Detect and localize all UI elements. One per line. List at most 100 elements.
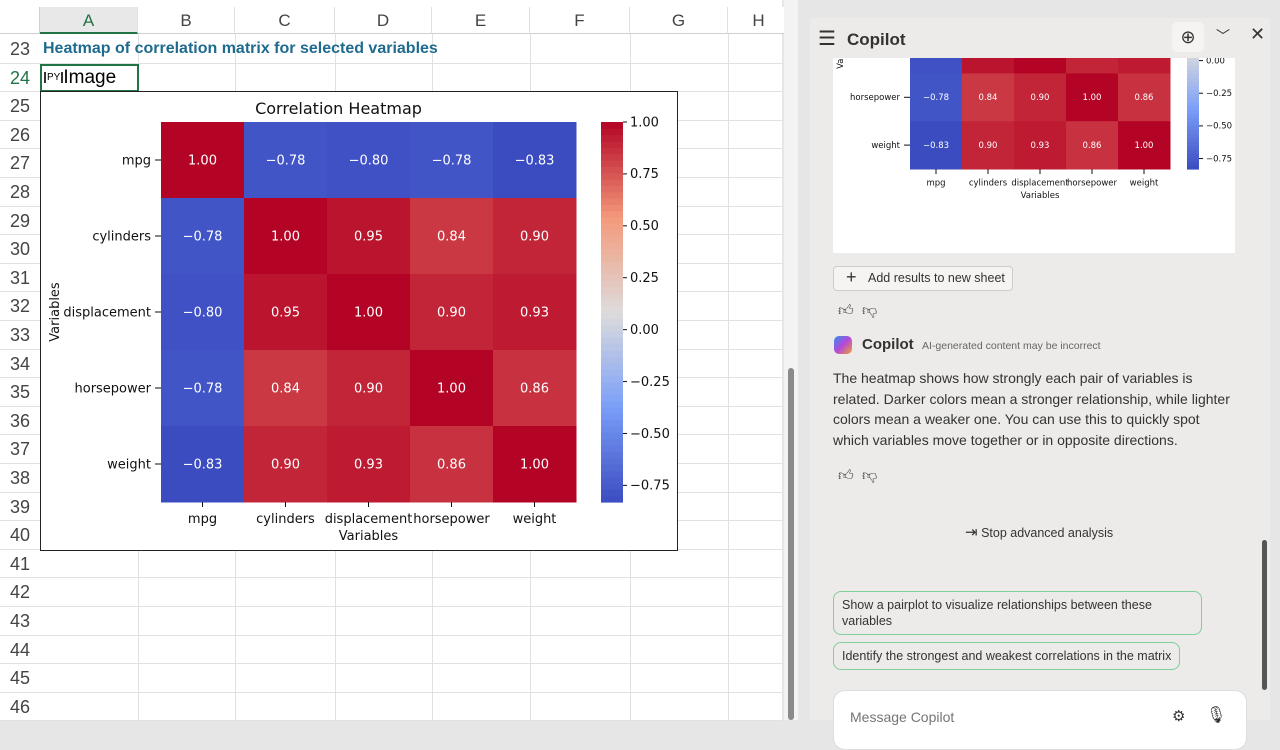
colorbar-segment: [1187, 81, 1199, 86]
row-header-46[interactable]: 46: [0, 693, 40, 722]
add-results-button[interactable]: +Add results to new sheet: [833, 266, 1013, 291]
x-tick-label: mpg: [926, 179, 945, 189]
row-header-23[interactable]: 23: [0, 35, 40, 64]
colorbar-segment: [601, 287, 623, 294]
cell-a23-title[interactable]: Heatmap of correlation matrix for select…: [43, 40, 438, 58]
copilot-scrollbar[interactable]: [1262, 540, 1267, 690]
row-header-33[interactable]: 33: [0, 321, 40, 350]
cell-value-label: 0.90: [979, 141, 998, 151]
menu-icon[interactable]: ☰: [818, 26, 836, 51]
close-icon[interactable]: ✕: [1250, 24, 1265, 45]
cell-value-label: 0.93: [354, 457, 383, 472]
row-header-45[interactable]: 45: [0, 664, 40, 693]
thumbs-down-icon[interactable]: 👎︎: [862, 467, 877, 485]
cell-value-label: −0.83: [515, 153, 555, 168]
thumbs-up-icon[interactable]: 👍︎: [838, 467, 854, 485]
row-header-41[interactable]: 41: [0, 550, 40, 579]
colorbar-tick-label: −0.25: [1206, 89, 1232, 99]
row-header-32[interactable]: 32: [0, 292, 40, 321]
row-header-36[interactable]: 36: [0, 407, 40, 436]
chevron-down-icon[interactable]: ﹀: [1216, 26, 1230, 46]
colorbar-tick-label: −0.50: [1206, 122, 1232, 132]
colorbar-segment: [1187, 89, 1199, 94]
suggestion-correlations[interactable]: Identify the strongest and weakest corre…: [833, 642, 1180, 670]
colorbar-segment: [601, 122, 623, 129]
colorbar-tick-label: 0.25: [630, 271, 659, 286]
sheet-scrollbar-thumb[interactable]: [788, 368, 794, 720]
row-header-43[interactable]: 43: [0, 607, 40, 636]
cell-value-label: 0.90: [271, 457, 300, 472]
heatmap-preview[interactable]: mpg1.00−0.78−0.80−0.78−0.83cylinders−0.7…: [833, 58, 1235, 253]
colorbar-segment: [601, 230, 623, 237]
colorbar-segment: [601, 464, 623, 471]
row-header-31[interactable]: 31: [0, 264, 40, 293]
column-header-E[interactable]: E: [432, 7, 530, 34]
spreadsheet[interactable]: Heatmap of correlation matrix for select…: [0, 0, 782, 720]
colorbar-segment: [601, 173, 623, 180]
column-header-H[interactable]: H: [728, 7, 790, 34]
colorbar-segment: [601, 204, 623, 211]
column-header-B[interactable]: B: [138, 7, 235, 34]
cell-value-label: 0.90: [1031, 93, 1050, 103]
row-header-26[interactable]: 26: [0, 121, 40, 150]
colorbar-segment: [601, 179, 623, 186]
x-tick-label: cylinders: [256, 512, 315, 527]
cell-value-label: 0.84: [271, 381, 300, 396]
cell-value-label: −0.78: [432, 153, 472, 168]
exit-icon: ⇥: [965, 524, 978, 541]
heatmap-cell: [910, 58, 963, 74]
new-chat-icon[interactable]: ⊕: [1172, 22, 1204, 52]
row-header-28[interactable]: 28: [0, 178, 40, 207]
colorbar-segment: [601, 217, 623, 224]
colorbar-segment: [1187, 157, 1199, 162]
cell-value-label: 1.00: [520, 457, 549, 472]
copilot-message: The heatmap shows how strongly each pair…: [833, 368, 1233, 450]
row-header-34[interactable]: 34: [0, 350, 40, 379]
colorbar-segment: [601, 470, 623, 477]
column-header-F[interactable]: F: [530, 7, 630, 34]
colorbar-segment: [601, 268, 623, 275]
thumbs-up-icon[interactable]: 👍︎: [838, 302, 854, 320]
cell-value-label: −0.83: [183, 457, 223, 472]
column-header-D[interactable]: D: [335, 7, 432, 34]
brain-icon[interactable]: ⚙: [1172, 707, 1185, 725]
thumbs-down-icon[interactable]: 👎︎: [862, 302, 877, 320]
row-header-35[interactable]: 35: [0, 378, 40, 407]
stop-analysis-button[interactable]: ⇥ Stop advanced analysis: [965, 523, 1113, 541]
suggestion-pairplot[interactable]: Show a pairplot to visualize relationshi…: [833, 591, 1202, 635]
row-header-27[interactable]: 27: [0, 149, 40, 178]
column-header-G[interactable]: G: [630, 7, 728, 34]
row-header-29[interactable]: 29: [0, 207, 40, 236]
column-header-C[interactable]: C: [235, 7, 335, 34]
message-box[interactable]: ⚙ 🎙︎: [833, 690, 1247, 750]
colorbar-segment: [1187, 85, 1199, 90]
row-header-37[interactable]: 37: [0, 435, 40, 464]
message-input[interactable]: [850, 709, 1150, 725]
colorbar-segment: [601, 135, 623, 142]
colorbar-segment: [1187, 97, 1199, 102]
x-tick-label: cylinders: [969, 179, 1008, 189]
cell-value-label: 1.00: [1083, 93, 1102, 103]
microphone-icon[interactable]: 🎙︎: [1206, 705, 1226, 725]
colorbar-segment: [601, 432, 623, 439]
row-header-44[interactable]: 44: [0, 636, 40, 665]
colorbar-segment: [601, 185, 623, 192]
row-header-25[interactable]: 25: [0, 92, 40, 121]
row-header-39[interactable]: 39: [0, 493, 40, 522]
colorbar-segment: [1187, 65, 1199, 70]
select-all-corner[interactable]: [0, 7, 40, 34]
row-header-40[interactable]: 40: [0, 521, 40, 550]
row-header-38[interactable]: 38: [0, 464, 40, 493]
colorbar-tick-label: −0.25: [630, 375, 670, 390]
colorbar-segment: [601, 280, 623, 287]
colorbar-segment: [601, 426, 623, 433]
y-tick-label: mpg: [122, 153, 151, 168]
row-header-30[interactable]: 30: [0, 235, 40, 264]
row-header-42[interactable]: 42: [0, 578, 40, 607]
colorbar-segment: [1187, 93, 1199, 98]
column-header-A[interactable]: A: [40, 7, 138, 34]
add-results-label: Add results to new sheet: [868, 271, 1005, 285]
row-header-24[interactable]: 24: [0, 64, 40, 93]
